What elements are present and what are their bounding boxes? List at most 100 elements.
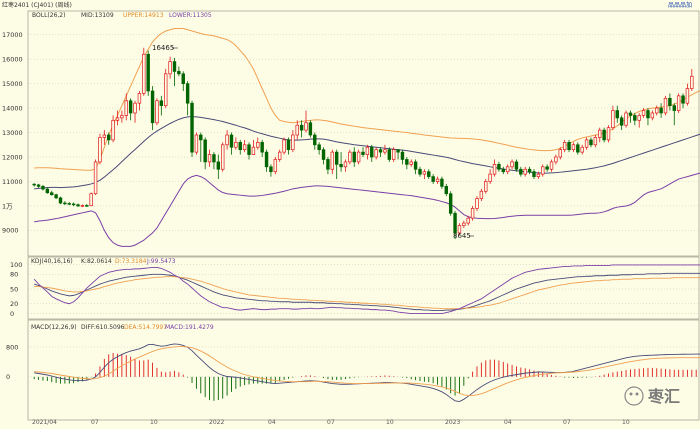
candle [400, 149, 405, 165]
candle [501, 166, 506, 175]
candle-body [334, 151, 339, 165]
candle [356, 149, 361, 165]
candle [633, 112, 637, 126]
x-axis-label: 04 [268, 419, 276, 425]
boll-y-tick-label: 12000 [2, 153, 23, 161]
candle-body [251, 146, 256, 155]
candle [207, 149, 212, 167]
candle [155, 98, 159, 126]
candle [313, 132, 317, 150]
candle [374, 147, 378, 160]
candle [220, 142, 225, 172]
candle-body [470, 208, 475, 219]
candle-body [339, 164, 343, 168]
watermark-text: 枣汇 [647, 387, 680, 406]
candle-body [115, 117, 120, 121]
candle-body [207, 154, 212, 163]
kdj-y-axis: 100 80 50 20 0 [10, 261, 22, 318]
candle-body [558, 149, 562, 158]
boll-gridlines [28, 34, 699, 231]
candle [229, 132, 234, 155]
candle [519, 166, 523, 177]
candle-body [291, 134, 295, 151]
candle [378, 147, 383, 158]
kdj-y-tick-label: 50 [10, 285, 18, 293]
candle-body [286, 139, 291, 151]
candle [45, 187, 50, 194]
candle-body [374, 149, 378, 158]
candle-body [641, 110, 646, 116]
candle [558, 147, 562, 160]
brand-link[interactable]: 品品品加 [668, 1, 692, 9]
candle-body [304, 122, 308, 131]
candle-body [124, 100, 128, 116]
candle-body [650, 112, 655, 119]
candle [282, 137, 286, 155]
candle [484, 179, 488, 194]
candle [628, 110, 633, 123]
candle-body [453, 212, 457, 234]
kdj-y-tick-label: 0 [10, 310, 14, 318]
candle [676, 93, 681, 113]
candle-body [475, 198, 479, 209]
kdj-d-line [34, 276, 700, 310]
candle [107, 132, 111, 145]
candle-body [142, 53, 146, 94]
low-annotation: 8645 [453, 232, 471, 240]
candle [685, 83, 690, 106]
candle-body [400, 151, 405, 160]
kdj-header: KDJ(40,16,16) K:82.0614 D:73.3184 J:99.5… [31, 258, 176, 265]
candle [589, 137, 593, 148]
candle-body [523, 168, 527, 175]
boll-header-mid: MID:13109 [81, 12, 114, 19]
kdj-header-d: D:73.3184 [115, 258, 147, 265]
candle-body [365, 146, 370, 155]
candle-body [356, 151, 361, 163]
kdj-j-line [33, 264, 700, 314]
candle [326, 157, 330, 175]
candle [120, 110, 124, 123]
candle [172, 57, 177, 87]
candle-body [295, 124, 299, 136]
candle [584, 137, 589, 150]
candle-body [80, 205, 85, 207]
candle [238, 139, 242, 155]
candle-body [330, 151, 335, 170]
candle-body [234, 141, 238, 148]
candle [115, 110, 120, 126]
macd-panel-frame [27, 319, 700, 421]
candle [133, 100, 137, 123]
candle-body [194, 134, 199, 153]
candle-body [260, 141, 264, 153]
candle [185, 81, 190, 116]
candle-body [137, 93, 142, 104]
candle [690, 68, 694, 91]
candle-body [63, 202, 67, 205]
candle-body [466, 217, 470, 224]
candle-body [598, 129, 602, 138]
boll-y-tick-label: 11000 [2, 178, 23, 186]
candle-body [299, 124, 304, 131]
candle-body [383, 149, 387, 153]
candle-body [619, 117, 624, 126]
candle [194, 132, 199, 155]
candle [492, 159, 497, 177]
boll-header-upper: UPPER:14913 [123, 12, 164, 19]
candle [41, 184, 45, 191]
candle-body [628, 112, 633, 116]
candle [387, 147, 392, 162]
window-title: 红枣2401 (CJ401) (周线) [2, 1, 72, 9]
candle [413, 159, 418, 175]
watermark-logo-eye-left [629, 392, 633, 396]
candle [611, 105, 615, 131]
candle-body [155, 100, 159, 124]
x-axis-label: 2021/04 [32, 419, 57, 425]
candle-body [216, 161, 221, 170]
candle-body [562, 141, 567, 151]
candle [523, 166, 527, 177]
candle [532, 169, 536, 180]
candle-body [159, 100, 164, 106]
x-axis-label: 10 [622, 419, 630, 425]
candle-body [646, 110, 650, 119]
